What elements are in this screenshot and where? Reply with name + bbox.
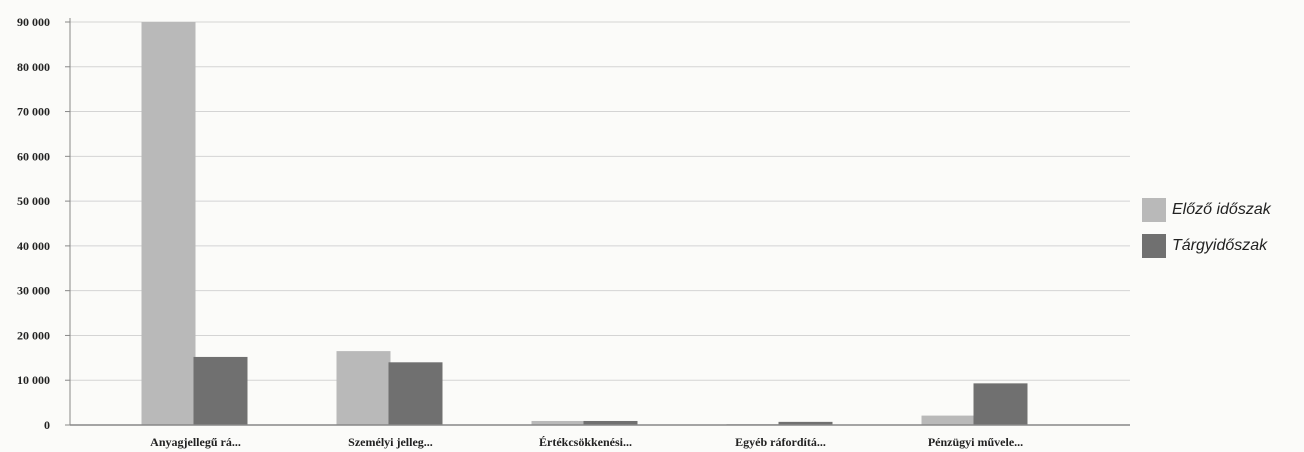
y-tick-label: 50 000 [17,194,50,208]
gridlines [70,21,1130,381]
legend: Előző időszak Tárgyidőszak [1142,192,1271,264]
y-tick-label: 10 000 [17,373,50,387]
bar [973,383,1028,425]
y-tick-label: 0 [44,418,50,432]
y-tick-label: 40 000 [17,239,50,253]
x-tick-label: Egyéb ráfordítá... [735,435,826,449]
legend-label: Előző időszak [1172,201,1271,218]
legend-label: Tárgyidőszak [1172,237,1268,254]
y-tick-label: 90 000 [17,15,50,29]
x-tick-label: Személyi jelleg... [348,435,433,449]
bar [193,356,248,425]
x-tick-label: Pénzügyi művele... [928,435,1023,449]
x-tick-label: Anyagjellegű rá... [150,435,241,449]
y-tick-label: 60 000 [17,149,50,163]
legend-swatch [1142,198,1166,222]
y-tick-label: 20 000 [17,328,50,342]
y-tick-label: 30 000 [17,284,50,298]
bars [141,22,1028,426]
y-tick-label: 70 000 [17,105,50,119]
y-axis-ticks: 0 10 000 20 000 30 000 40 000 50 000 60 000 70 … [17,15,70,432]
bar [583,420,638,425]
y-tick-label: 80 000 [17,60,50,74]
legend-item-current: Tárgyidőszak [1142,228,1271,264]
legend-swatch [1142,234,1166,258]
bar [778,421,833,425]
bar [336,351,391,425]
legend-item-previous: Előző időszak [1142,192,1271,228]
bar [141,22,196,425]
bar [388,362,443,425]
bar [921,415,976,425]
x-axis-ticks: Anyagjellegű rá... Személyi jelleg... Érté… [150,435,1023,449]
bar [531,420,586,425]
x-tick-label: Értékcsökkenési... [539,435,632,449]
